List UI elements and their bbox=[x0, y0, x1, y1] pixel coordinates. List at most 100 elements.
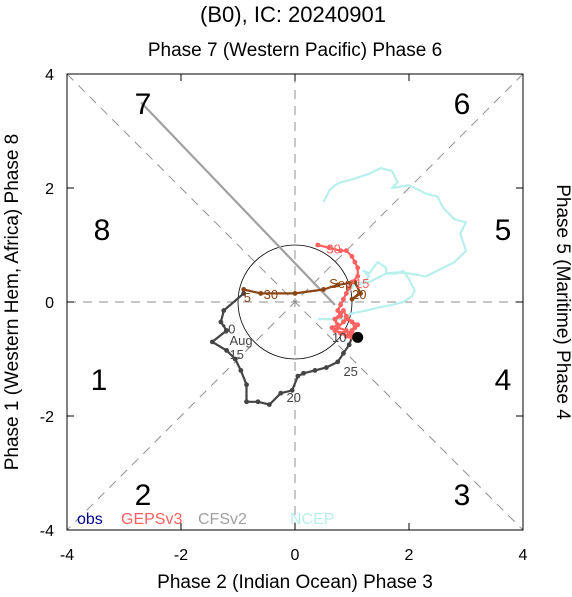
series-point bbox=[346, 285, 352, 291]
y-tick-label: 2 bbox=[45, 181, 54, 198]
x-axis: -4 -2 0 2 4 Phase 2 (Indian Ocean) Phase… bbox=[60, 74, 528, 593]
series-line-2 bbox=[140, 101, 336, 306]
series-point bbox=[349, 279, 355, 285]
day-label: 30 bbox=[326, 242, 340, 257]
legend: obs GEPSv3 CFSv2 NCEP bbox=[77, 511, 334, 528]
series-point bbox=[321, 287, 326, 292]
series-point bbox=[349, 328, 355, 333]
day-label: 5 bbox=[244, 290, 251, 305]
series-point bbox=[341, 350, 346, 356]
day-label: 30 bbox=[264, 287, 278, 302]
series-point bbox=[341, 319, 346, 325]
series-point bbox=[224, 348, 230, 353]
phase-number-8: 8 bbox=[94, 214, 111, 247]
series-point bbox=[292, 291, 298, 296]
unit-circle bbox=[237, 244, 353, 360]
forecast-start-marker bbox=[352, 331, 364, 343]
phase-number-5: 5 bbox=[495, 214, 512, 247]
series-point bbox=[341, 296, 346, 302]
day-label: 15 bbox=[355, 276, 369, 291]
y-tick-label: 4 bbox=[45, 67, 54, 84]
day-label: 10 bbox=[221, 321, 235, 336]
series-point bbox=[352, 259, 358, 265]
series-point bbox=[278, 390, 284, 396]
series-point bbox=[349, 296, 355, 302]
series-point bbox=[355, 322, 361, 328]
y-tick-label: -2 bbox=[40, 409, 54, 426]
series-point bbox=[343, 248, 349, 254]
y-tick-marks bbox=[67, 73, 523, 531]
day-label: Sep bbox=[329, 276, 352, 291]
series-point bbox=[335, 359, 341, 365]
y-tick-label: -4 bbox=[40, 523, 54, 540]
series-point bbox=[338, 302, 343, 308]
series-point bbox=[349, 254, 355, 259]
series-point bbox=[338, 248, 343, 254]
y-axis: 4 2 0 -2 -4 Phase 1 (Western Hem, Africa… bbox=[2, 67, 572, 540]
series-point bbox=[335, 282, 341, 288]
x-tick-label: -2 bbox=[174, 547, 188, 564]
day-label: 20 bbox=[352, 287, 366, 302]
series-point bbox=[209, 339, 215, 345]
series-point bbox=[326, 245, 332, 251]
phase-numbers: 1 2 3 4 5 6 7 8 bbox=[91, 88, 512, 512]
x-axis-label: Phase 2 (Indian Ocean) Phase 3 bbox=[157, 572, 433, 593]
legend-item-cfs: CFSv2 bbox=[198, 511, 247, 528]
legend-item-obs: obs bbox=[77, 511, 103, 528]
series-point bbox=[358, 291, 363, 296]
series-point bbox=[315, 242, 321, 248]
x-tick-label: -4 bbox=[60, 547, 74, 564]
series-line-0 bbox=[211, 292, 354, 406]
day-label: 15 bbox=[229, 347, 243, 362]
series-point bbox=[338, 330, 343, 336]
x-tick-label: 4 bbox=[519, 547, 528, 564]
phase-number-1: 1 bbox=[91, 364, 108, 397]
phase-number-7: 7 bbox=[135, 88, 152, 121]
phase-number-4: 4 bbox=[495, 364, 512, 397]
series-point bbox=[349, 319, 355, 325]
series-line-3 bbox=[317, 167, 468, 321]
day-label: 20 bbox=[286, 390, 300, 405]
series-point bbox=[241, 287, 247, 292]
series-point bbox=[355, 273, 361, 279]
x-tick-label: 2 bbox=[405, 547, 414, 564]
left-axis-label: Phase 1 (Western Hem, Africa) Phase 8 bbox=[2, 134, 23, 471]
series-point bbox=[238, 368, 244, 373]
day-label: 25 bbox=[343, 364, 357, 379]
series-point bbox=[224, 328, 230, 333]
x-tick-label: 0 bbox=[291, 547, 300, 564]
day-label: 10 bbox=[332, 330, 346, 345]
day-label: Aug bbox=[229, 333, 252, 348]
legend-item-geps: GEPSv3 bbox=[121, 511, 182, 528]
series-point bbox=[241, 291, 247, 296]
series-point bbox=[323, 365, 329, 370]
right-axis-label: Phase 5 (Maritime) Phase 4 bbox=[552, 184, 572, 420]
y-tick-label: 0 bbox=[45, 295, 54, 312]
series-point bbox=[346, 342, 352, 348]
chart-title: (B0), IC: 20240901 bbox=[200, 2, 386, 27]
series-point bbox=[255, 399, 261, 405]
series-point bbox=[343, 291, 349, 296]
series-point bbox=[218, 319, 224, 325]
x-tick-marks bbox=[66, 74, 524, 530]
series-point bbox=[232, 356, 238, 362]
series-point bbox=[266, 402, 272, 407]
series-point bbox=[244, 399, 249, 405]
series-point bbox=[289, 387, 295, 393]
phase-number-3: 3 bbox=[454, 479, 471, 512]
series-point bbox=[332, 316, 338, 322]
phase-number-2: 2 bbox=[135, 479, 152, 512]
series-point bbox=[332, 328, 338, 333]
series-point bbox=[295, 373, 301, 379]
series-point bbox=[221, 308, 227, 313]
series-point bbox=[301, 370, 306, 376]
phase-number-6: 6 bbox=[454, 88, 471, 121]
legend-item-ncep: NCEP bbox=[290, 511, 334, 528]
series-point bbox=[355, 265, 361, 271]
top-phase-label: Phase 7 (Western Pacific) Phase 6 bbox=[148, 40, 442, 61]
series-point bbox=[258, 291, 264, 296]
series-layer bbox=[140, 101, 468, 407]
